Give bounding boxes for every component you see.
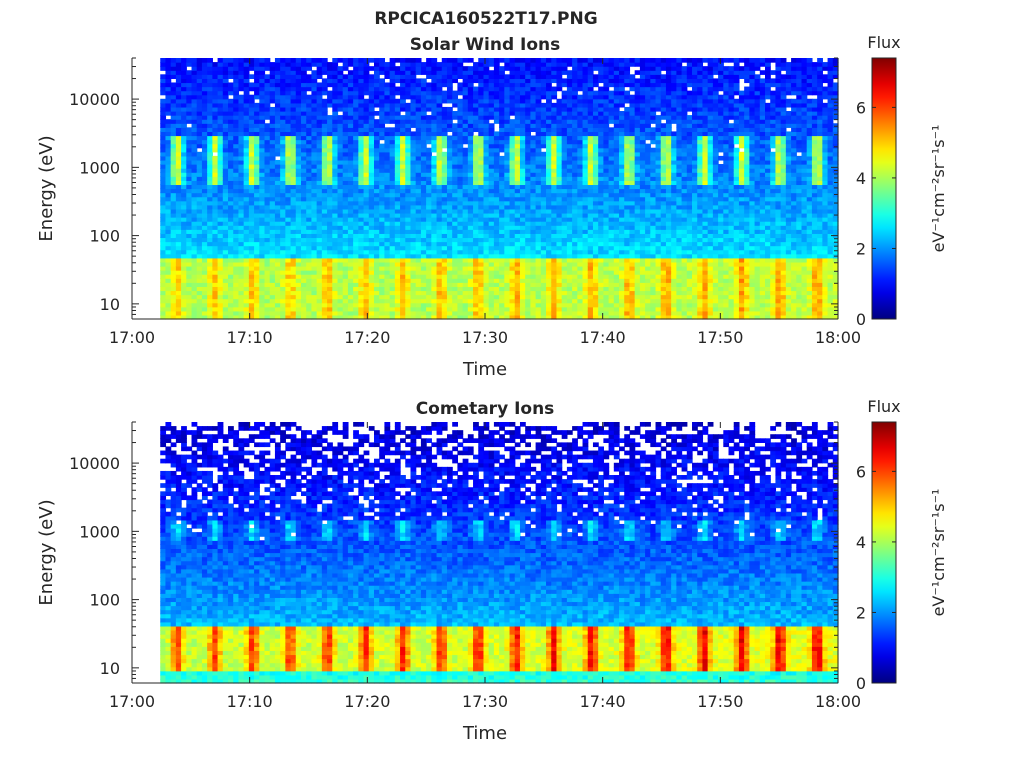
colorbar-tick-label: 2 xyxy=(856,603,866,622)
x-tick-label: 17:10 xyxy=(227,328,273,347)
colorbar-tick-label: 4 xyxy=(856,169,866,188)
y-tick-label: 10 xyxy=(100,659,120,678)
solar-wind-panel: Solar Wind Ions 17:00 17:10 17:20 17:30 17:40… xyxy=(36,33,948,380)
colorbar-tick-label: 0 xyxy=(856,310,866,329)
heatmap xyxy=(160,58,839,320)
heatmap xyxy=(160,422,839,684)
x-tick-label: 17:00 xyxy=(109,328,155,347)
x-tick-label: 17:20 xyxy=(344,692,390,711)
y-tick-label: 10 xyxy=(100,295,120,314)
x-tick-label: 18:00 xyxy=(815,692,861,711)
colorbar-title: Flux xyxy=(867,397,900,416)
colorbar-label: eV⁻¹cm⁻²sr⁻¹s⁻¹ xyxy=(929,125,948,253)
colorbar-tick-label: 0 xyxy=(856,674,866,693)
colorbar-tick-label: 6 xyxy=(856,462,866,481)
y-tick-label: 10000 xyxy=(69,90,120,109)
colorbar: 0 2 4 6 Flux eV⁻¹cm⁻²sr⁻¹s⁻¹ xyxy=(856,397,948,693)
y-tick-label: 1000 xyxy=(79,158,120,177)
y-tick-label: 100 xyxy=(89,591,120,610)
x-tick-label: 17:50 xyxy=(697,328,743,347)
x-tick-label: 17:30 xyxy=(462,328,508,347)
x-tick-label: 17:00 xyxy=(109,692,155,711)
colorbar-label: eV⁻¹cm⁻²sr⁻¹s⁻¹ xyxy=(929,489,948,617)
x-tick-label: 17:10 xyxy=(227,692,273,711)
colorbar-tick-label: 6 xyxy=(856,98,866,117)
colorbar-tick-label: 4 xyxy=(856,533,866,552)
figure-title: RPCICA160522T17.PNG xyxy=(374,9,597,29)
x-tick-label: 17:30 xyxy=(462,692,508,711)
colorbar-tick-label: 2 xyxy=(856,239,866,258)
panel-title: Solar Wind Ions xyxy=(410,35,561,55)
y-axis-label: Energy (eV) xyxy=(36,135,57,241)
axes: 17:00 17:10 17:20 17:30 17:40 17:50 18:00 10 100… xyxy=(36,421,861,744)
x-tick-label: 17:20 xyxy=(344,328,390,347)
panel-title: Cometary Ions xyxy=(416,399,555,419)
x-axis-label: Time xyxy=(462,723,507,744)
x-tick-label: 18:00 xyxy=(815,328,861,347)
y-tick-label: 10000 xyxy=(69,454,120,473)
y-tick-label: 1000 xyxy=(79,522,120,541)
colorbar-title: Flux xyxy=(867,33,900,52)
axes: 17:00 17:10 17:20 17:30 17:40 17:50 18:00 10 100… xyxy=(36,57,861,380)
y-axis-label: Energy (eV) xyxy=(36,499,57,605)
x-tick-label: 17:40 xyxy=(580,692,626,711)
colorbar: 0 2 4 6 Flux eV⁻¹cm⁻²sr⁻¹s⁻¹ xyxy=(856,33,948,329)
x-tick-label: 17:50 xyxy=(697,692,743,711)
x-axis-label: Time xyxy=(462,359,507,380)
x-tick-label: 17:40 xyxy=(580,328,626,347)
y-tick-label: 100 xyxy=(89,227,120,246)
